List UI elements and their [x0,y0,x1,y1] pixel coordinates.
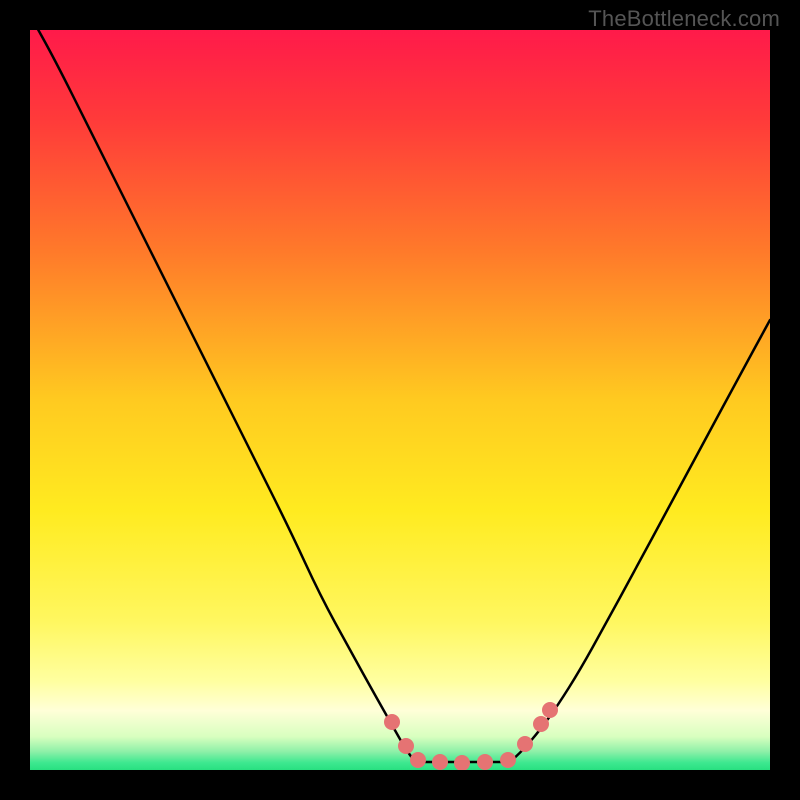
highlight-dot [454,755,470,771]
watermark-text: TheBottleneck.com [588,6,780,32]
chart-svg [0,0,800,800]
highlight-dot [410,752,426,768]
highlight-dot [477,754,493,770]
highlight-dot [517,736,533,752]
highlight-dot [384,714,400,730]
highlight-dot [398,738,414,754]
highlight-dot [542,702,558,718]
outer-frame: TheBottleneck.com [0,0,800,800]
highlight-dot [533,716,549,732]
highlight-dot [500,752,516,768]
gradient-plot-area [30,30,770,770]
highlight-dot [432,754,448,770]
